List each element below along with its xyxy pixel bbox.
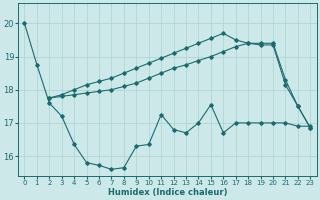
- X-axis label: Humidex (Indice chaleur): Humidex (Indice chaleur): [108, 188, 227, 197]
